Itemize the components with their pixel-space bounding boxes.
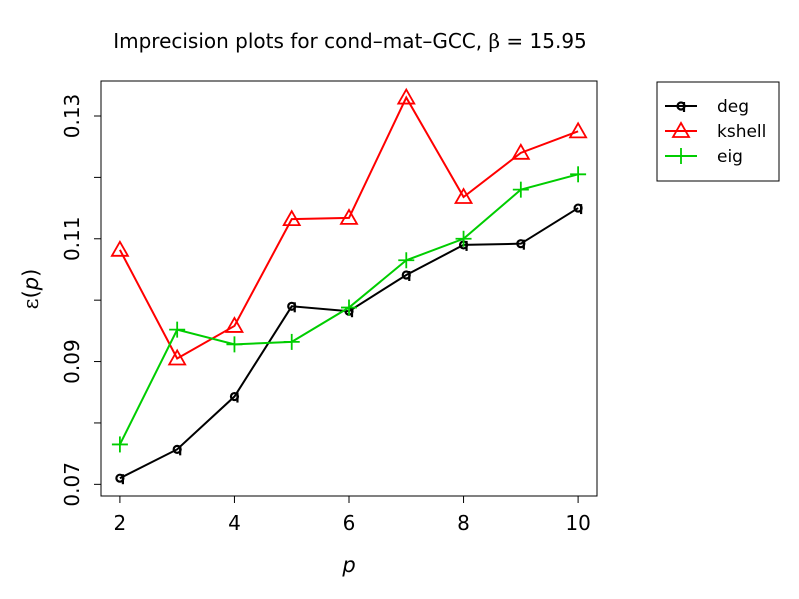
plot-frame	[100, 80, 598, 497]
data-point-kshell	[396, 87, 416, 105]
data-point-deg	[229, 391, 240, 403]
data-point-eig	[341, 299, 357, 316]
legend-label: eig	[717, 147, 743, 167]
legend-item-deg: deg	[665, 97, 749, 117]
data-point-eig	[226, 336, 243, 353]
data-point-eig	[169, 321, 186, 338]
y-axis-label: ε(p)	[19, 269, 43, 310]
legend-label: kshell	[717, 122, 766, 142]
series-eig	[111, 166, 587, 453]
data-point-deg	[401, 270, 411, 281]
data-point-kshell	[453, 187, 474, 204]
series-line-kshell	[119, 95, 579, 360]
legend: deg kshell eig	[656, 81, 780, 182]
data-point-deg	[573, 203, 583, 215]
legend-item-eig: eig	[665, 147, 743, 167]
legend-label: deg	[717, 97, 749, 117]
data-point-deg	[516, 239, 526, 250]
data-point-kshell	[110, 240, 130, 257]
legend-item-kshell: kshell	[665, 121, 766, 142]
data-point-eig	[570, 166, 587, 183]
data-point-kshell	[511, 143, 531, 160]
chart-title: Imprecision plots for cond–mat–GCC, β = …	[113, 29, 587, 53]
data-point-eig	[455, 230, 472, 247]
legend-marker	[676, 101, 686, 112]
data-point-eig	[398, 252, 415, 269]
series-line-deg	[119, 207, 579, 480]
data-point-deg	[115, 473, 125, 485]
series-deg	[115, 203, 583, 485]
data-point-kshell	[339, 208, 359, 225]
series-kshell	[110, 87, 588, 366]
data-point-eig	[111, 436, 128, 453]
data-point-deg	[287, 301, 297, 313]
x-tick-label: 4	[228, 511, 241, 535]
data-point-kshell	[568, 121, 588, 139]
x-tick-label: 8	[457, 511, 470, 535]
y-tick-label: 0.11	[60, 217, 84, 262]
data-point-kshell	[282, 209, 302, 227]
legend-marker	[673, 148, 689, 164]
legend-marker	[671, 121, 691, 138]
x-tick-label: 6	[343, 511, 356, 535]
data-point-kshell	[167, 348, 187, 366]
data-point-deg	[172, 444, 182, 456]
x-tick-label: 10	[565, 511, 590, 535]
y-tick-label: 0.09	[60, 339, 84, 384]
data-point-eig	[283, 333, 300, 350]
x-axis-label: p	[341, 553, 355, 577]
y-tick-label: 0.07	[60, 462, 84, 507]
data-point-kshell	[224, 316, 245, 333]
y-tick-label: 0.13	[60, 94, 84, 139]
x-tick-label: 2	[114, 511, 127, 535]
data-point-eig	[512, 181, 529, 198]
